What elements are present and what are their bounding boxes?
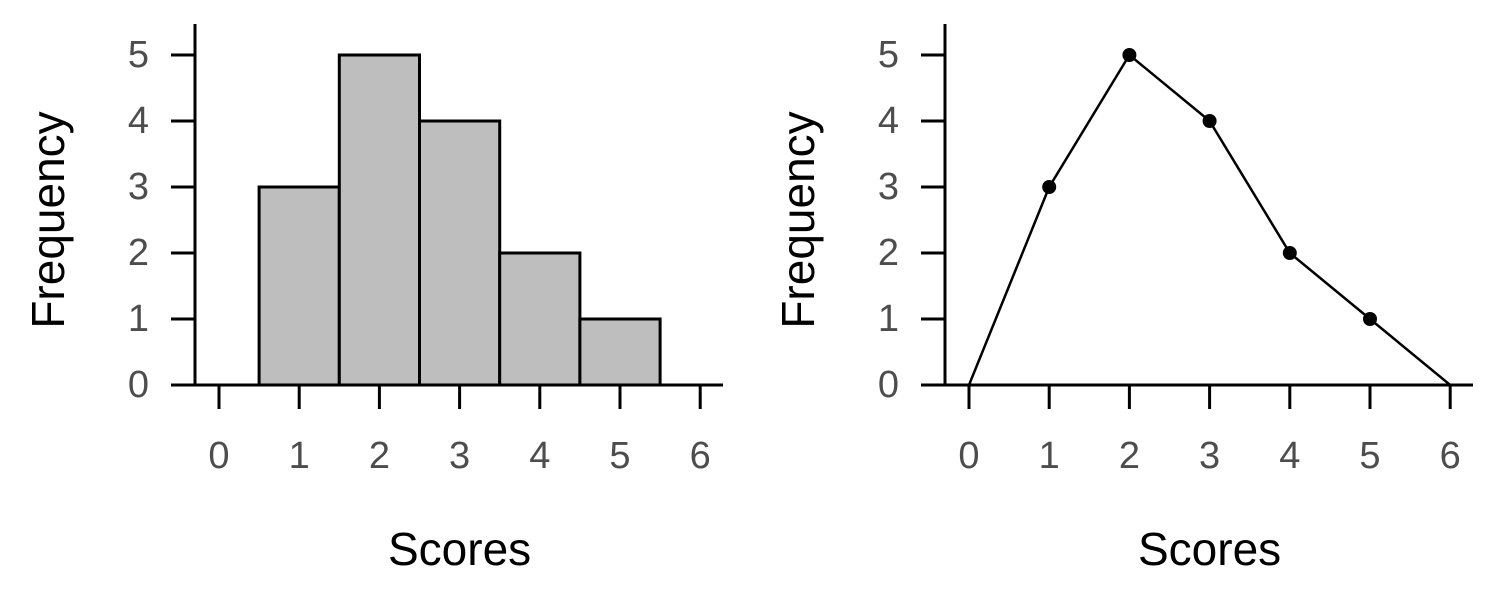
y-tick-label: 5 [878,34,899,76]
y-tick-label: 3 [878,166,899,208]
histogram-bar [498,251,582,387]
x-axis-title: Scores [1138,523,1281,575]
frequency-polygon-point [1363,312,1377,326]
x-tick-label: 0 [208,435,229,477]
frequency-polygon-point [1042,180,1057,194]
frequency-polygon-point [1282,246,1297,260]
y-tick-label: 3 [128,166,149,208]
x-tick-label: 2 [369,435,390,477]
x-tick-label: 5 [1359,435,1380,477]
y-tick-label: 1 [128,298,149,340]
x-tick-label: 2 [1119,435,1140,477]
x-tick-label: 4 [529,435,550,477]
frequency-polygon-point [1202,114,1217,128]
y-tick-label: 1 [878,298,899,340]
y-axis-title: Frequency [22,111,74,328]
y-tick-label: 4 [128,100,149,142]
frequency-polygon-point [1122,48,1137,62]
x-tick-label: 1 [289,435,310,477]
x-axis-title: Scores [388,523,531,575]
histogram-bar [578,317,662,387]
y-axis-title: Frequency [772,111,824,328]
x-tick-label: 6 [690,435,711,477]
y-tick-label: 5 [128,34,149,76]
histogram-panel: 0 1 2 3 4 5 0 1 2 3 4 5 6 Scores Frequency [22,24,723,575]
x-tick-label: 0 [958,435,979,477]
y-tick-label: 0 [128,364,149,406]
x-tick-label: 3 [1199,435,1220,477]
y-tick-label: 2 [878,232,899,274]
y-tick-label: 4 [878,100,899,142]
x-tick-label: 1 [1039,435,1060,477]
histogram-bar [337,53,421,387]
x-tick-label: 5 [609,435,630,477]
y-tick-label: 2 [128,232,149,274]
frequency-polygon-panel: 0 1 2 3 4 5 0 1 2 3 4 5 6 Scores Frequency [772,24,1473,575]
y-tick-label: 0 [878,364,899,406]
x-tick-label: 4 [1279,435,1300,477]
x-tick-label: 6 [1440,435,1461,477]
frequency-polygon-line [967,53,1451,386]
x-tick-label: 3 [449,435,470,477]
histogram-bar [257,185,341,387]
histogram-bar [418,119,502,387]
